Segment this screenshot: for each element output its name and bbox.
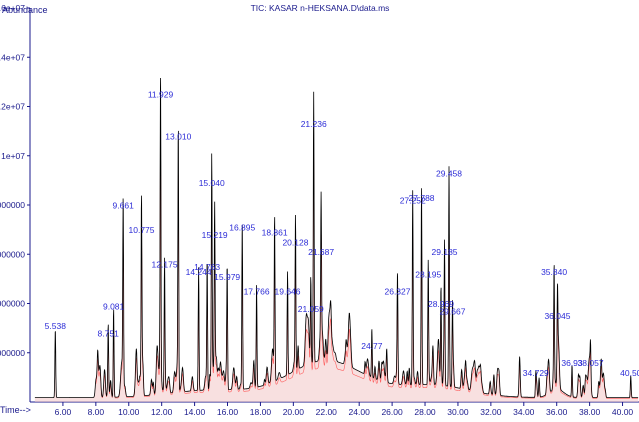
x-tick-label: 8.00 xyxy=(88,407,105,417)
peak-label: 15.979 xyxy=(214,272,240,282)
peak-label: 27.252 xyxy=(400,195,426,205)
peak-label: 29.458 xyxy=(436,168,462,178)
trace-fill xyxy=(34,78,639,402)
y-tick-label: 1e+07 xyxy=(1,151,25,161)
y-tick-label: 8000000 xyxy=(0,200,25,210)
x-tick-label: 16.00 xyxy=(217,407,239,417)
x-tick-label: 18.00 xyxy=(250,407,272,417)
peak-label: 5.538 xyxy=(45,321,67,331)
y-tick-label: 2000000 xyxy=(0,348,25,358)
x-tick-label: 38.00 xyxy=(579,407,601,417)
peak-label: 8.751 xyxy=(98,328,120,338)
peak-label: 16.895 xyxy=(229,223,255,233)
x-tick-label: 20.00 xyxy=(283,407,305,417)
x-tick-label: 14.00 xyxy=(184,407,206,417)
peak-label: 14.244 xyxy=(186,267,212,277)
peak-label: 36.93 xyxy=(561,358,583,368)
peak-label: 24.77 xyxy=(361,341,383,351)
y-tick-label: 4000000 xyxy=(0,299,25,309)
peak-label: 13.010 xyxy=(165,131,191,141)
y-tick-label: 1.2e+07 xyxy=(0,102,25,112)
x-tick-label: 32.00 xyxy=(480,407,502,417)
peak-labels: 5.538 8.751 9.081 9.661 10.775 11.929 12.175 13… xyxy=(45,90,639,378)
peak-label: 38.057 xyxy=(578,358,604,368)
peak-label: 9.081 xyxy=(103,301,125,311)
peak-label: 9.661 xyxy=(113,200,135,210)
peak-label: 12.175 xyxy=(152,259,178,269)
peak-label: 34.729 xyxy=(523,368,549,378)
peak-label: 28.969 xyxy=(428,299,454,309)
y-tick-label: 1.6e+07 xyxy=(0,3,25,13)
peak-label: 14.763 xyxy=(194,262,220,272)
peak-label: 15.040 xyxy=(199,178,225,188)
x-axis-label: Time--> xyxy=(0,405,31,415)
secondary-trace-line xyxy=(95,129,638,399)
peak-label: 18.861 xyxy=(262,227,288,237)
tic-trace xyxy=(34,77,639,398)
peak-label: 21.687 xyxy=(308,247,334,257)
peak-label: 26.327 xyxy=(384,287,410,297)
x-tick-label: 28.00 xyxy=(414,407,436,417)
trace-area-fill xyxy=(34,78,639,402)
peak-label: 15.219 xyxy=(202,230,228,240)
chart-title: TIC: KASAR n-HEKSANA.D\data.ms xyxy=(251,3,390,13)
x-tick-label: 36.00 xyxy=(546,407,568,417)
peak-label: 20.128 xyxy=(282,237,308,247)
peak-label: 29.667 xyxy=(439,306,465,316)
x-tick-label: 6.00 xyxy=(55,407,72,417)
peak-label: 21.236 xyxy=(301,119,327,129)
y-tick-label: 1.4e+07 xyxy=(0,52,25,62)
x-tick-label: 22.00 xyxy=(316,407,338,417)
y-axis-label: Abundance xyxy=(2,5,48,15)
tic-trace-line xyxy=(34,77,639,398)
peak-label: 29.185 xyxy=(432,247,458,257)
x-tick-label: 26.00 xyxy=(381,407,403,417)
peak-label: 40.50 xyxy=(620,368,639,378)
axis-ticks: 6.00 8.00 10.00 12.00 14.00 16.00 18.00 20.00 22… xyxy=(0,3,633,417)
peak-label: 35.840 xyxy=(541,267,567,277)
x-tick-label: 30.00 xyxy=(447,407,469,417)
peak-label: 28.195 xyxy=(415,269,441,279)
peak-label: 19.646 xyxy=(275,287,301,297)
x-tick-label: 40.00 xyxy=(612,407,634,417)
x-tick-label: 34.00 xyxy=(513,407,535,417)
peak-label: 27.788 xyxy=(409,193,435,203)
peak-label: 10.775 xyxy=(129,225,155,235)
y-tick-label: 6000000 xyxy=(0,249,25,259)
x-tick-label: 10.00 xyxy=(118,407,140,417)
peak-label: 36.045 xyxy=(544,311,570,321)
peak-label: 17.766 xyxy=(244,287,270,297)
x-tick-label: 12.00 xyxy=(151,407,173,417)
peak-label: 21.059 xyxy=(298,304,324,314)
x-tick-label: 24.00 xyxy=(349,407,371,417)
peak-label: 11.929 xyxy=(148,90,174,100)
